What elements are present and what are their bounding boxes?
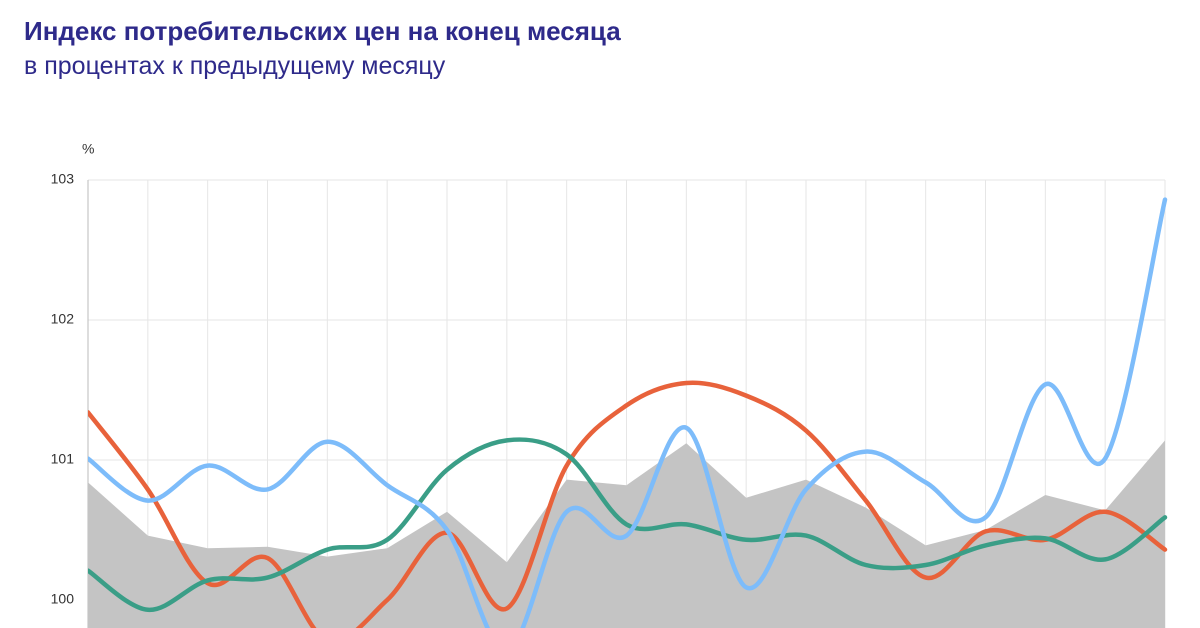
plot: [88, 197, 1168, 628]
chart-title: Индекс потребительских цен на конец меся…: [24, 16, 621, 46]
line: [88, 197, 1168, 628]
chart-subtitle: в процентах к предыдущему месяцу: [24, 52, 446, 80]
line: [88, 437, 1168, 613]
y-tick-label: 101: [51, 451, 75, 467]
y-tick-label: 103: [51, 171, 75, 187]
y-axis-label: %: [82, 141, 94, 157]
line: [88, 380, 1168, 628]
y-tick-label: 100: [51, 591, 75, 607]
y-tick-label: 102: [51, 311, 75, 327]
